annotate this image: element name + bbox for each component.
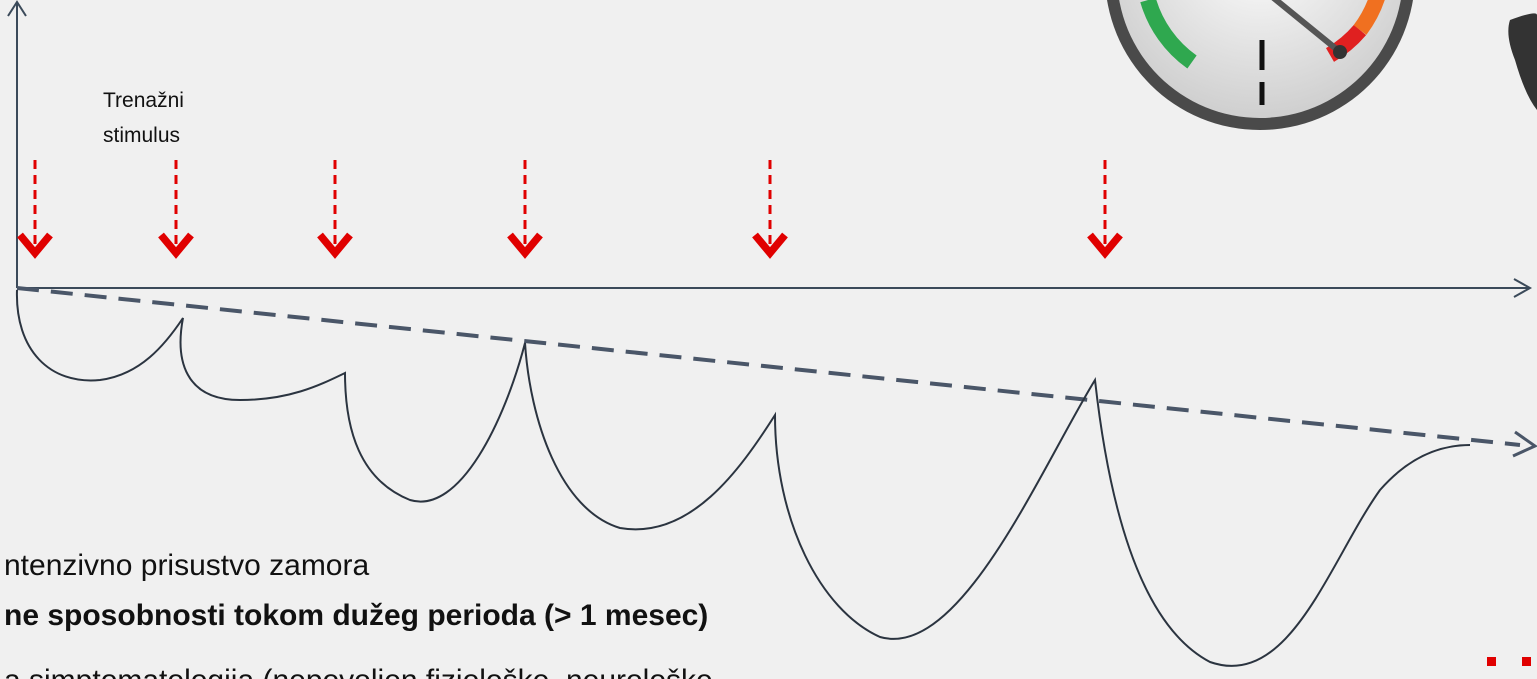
crack-icon bbox=[1508, 13, 1537, 110]
fatigue-curve bbox=[15, 289, 1471, 667]
annotation-line: Trenažni bbox=[103, 89, 184, 112]
gauge-icon bbox=[1107, 0, 1413, 130]
bullet-text: a simptomatologija (nepovoljen fiziološk… bbox=[4, 664, 713, 679]
stimulus-arrows bbox=[17, 160, 1123, 259]
deco-square bbox=[1522, 657, 1531, 666]
trend-line bbox=[16, 286, 1521, 447]
annotation-line: stimulus bbox=[103, 124, 180, 147]
deco-square bbox=[1487, 657, 1496, 666]
axes bbox=[7, 0, 1533, 298]
bullet-text-bold: ne sposobnosti tokom dužeg perioda (> 1 … bbox=[4, 599, 708, 632]
bullet-text: ntenzivno prisustvo zamora bbox=[4, 549, 369, 582]
trend-arrow bbox=[1512, 430, 1537, 458]
